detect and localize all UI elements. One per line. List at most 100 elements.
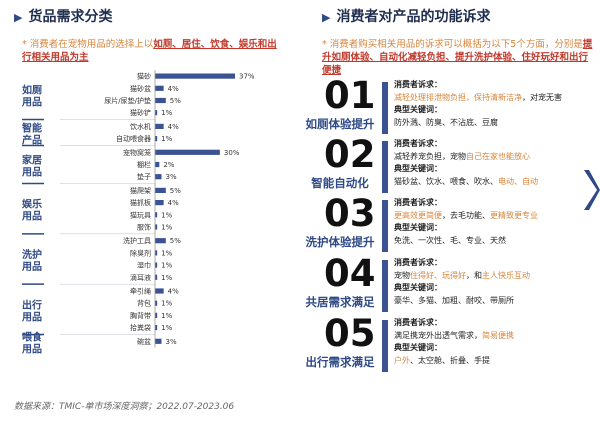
category-label: 碗盆: [137, 337, 151, 346]
category-label: 湿巾: [137, 261, 151, 270]
left-note-highlight: 如厕、居住、饮食、娱乐和出行: [22, 39, 277, 63]
value-label: 37%: [239, 73, 255, 81]
group-label: 用品: [21, 167, 42, 179]
right-note-highlight: 提升如厕体验、自动化减轻负担、提升洗护体验、住好玩好和出行便捷: [322, 39, 593, 76]
group-label: 娱乐: [22, 198, 42, 211]
group-label: 用品: [21, 311, 42, 323]
value-label: 4%: [168, 123, 179, 131]
block-label: 如厕体验提升: [305, 117, 375, 131]
keyword-heading: 典型关键词：: [394, 105, 442, 114]
keywords: 电动、自动: [498, 176, 538, 186]
value-label: 1%: [161, 135, 172, 143]
value-label: 1%: [161, 312, 172, 320]
demand-desc: 减轻处理排泄物负担，保持清新洁净: [394, 92, 522, 102]
bar-胸背带: [155, 312, 158, 318]
keyword-heading: 典型关键词：: [394, 343, 442, 352]
left-note: * 消费者在宠物用品的选择上以如厕、居住、饮食、娱乐和出行相关用品为主: [22, 38, 284, 64]
group-label: 用品: [21, 261, 42, 273]
bar-猫砂铲: [155, 110, 158, 116]
block-label: 智能自动化: [311, 176, 369, 190]
bar-饮水机: [155, 123, 164, 129]
triangle-bullet-icon: ▶: [14, 11, 23, 24]
bar-服饰: [155, 224, 158, 230]
demand-desc: 减轻养宠负担，宠物: [394, 151, 466, 161]
bar-洗护工具: [155, 238, 166, 244]
block-label: 共居需求满足: [305, 295, 375, 309]
bar-自动喂食器: [155, 136, 158, 142]
block-accent-bar: [382, 141, 388, 193]
block-text: 消费者诉求： 减轻养宠负担，宠物自己在家也能放心 典型关键词： 猫砂盆、饮水、喂…: [394, 138, 594, 188]
value-label: 1%: [161, 249, 172, 257]
demand-block-02: 02 智能自动化 消费者诉求： 减轻养宠负担，宠物自己在家也能放心 典型关键词：…: [296, 133, 596, 195]
bar-湿巾: [155, 262, 158, 268]
demand-heading: 消费者诉求：: [394, 198, 442, 207]
demand-desc: ，和: [466, 270, 482, 280]
bar-宠物窝笼: [155, 149, 220, 155]
bar-尿片/尿垫/护垫: [155, 97, 166, 104]
value-label: 1%: [161, 211, 172, 219]
block-label: 出行需求满足: [305, 355, 375, 369]
category-label: 饮水机: [130, 122, 151, 131]
group-label: 用品: [21, 96, 42, 108]
category-label: 猫爬架: [130, 186, 151, 195]
demand-desc: 更高效更简便: [394, 210, 442, 220]
demand-desc: 自己在家也能放心: [466, 151, 530, 161]
demand-desc: 更精致更专业: [490, 210, 538, 220]
keywords: 、太空舱、折叠、手提: [410, 355, 490, 365]
value-label: 1%: [161, 274, 172, 282]
category-label: 猫抓板: [130, 198, 151, 207]
demand-desc: ，对宠无害: [522, 92, 562, 102]
keywords: 豪华、多猫、加粗、耐咬、带厕所: [394, 295, 514, 305]
demand-heading: 消费者诉求：: [394, 318, 442, 327]
chevron-right-icon[interactable]: [580, 168, 600, 212]
group-label: 洗护: [22, 248, 42, 261]
category-label: 猫砂: [137, 72, 151, 81]
left-note-prefix: * 消费者在宠物用品的选择上以: [22, 39, 154, 50]
bar-垫子: [155, 174, 162, 180]
value-label: 1%: [161, 224, 172, 232]
group-label: 如厕: [22, 83, 42, 96]
keywords: 户外: [394, 355, 410, 365]
category-label: 背包: [137, 299, 151, 308]
category-label: 猫玩具: [130, 210, 151, 219]
block-accent-bar: [382, 200, 388, 252]
category-label: 除臭剂: [130, 248, 151, 257]
value-label: 2%: [163, 161, 174, 169]
bar-猫玩具: [155, 212, 158, 218]
demand-block-01: 01 如厕体验提升 消费者诉求： 减轻处理排泄物负担，保持清新洁净，对宠无害 典…: [296, 74, 596, 136]
block-text: 消费者诉求： 满足携宠外出透气需求，简易便携 典型关键词： 户外、太空舱、折叠、…: [394, 317, 594, 367]
keyword-heading: 典型关键词：: [394, 223, 442, 232]
value-label: 1%: [161, 262, 172, 270]
block-number: 04: [324, 252, 376, 295]
category-label: 洗护工具: [123, 236, 151, 245]
category-label: 服饰: [137, 223, 151, 232]
demand-heading: 消费者诉求：: [394, 258, 442, 267]
keywords: 防外溅、防臭、不沾底、豆腐: [394, 117, 498, 127]
bar-拾粪袋: [155, 325, 158, 331]
right-note-prefix: * 消费者购买相关用品的诉求可以概括为以下5个方面，分别是: [322, 39, 583, 50]
category-label: 牵引绳: [130, 287, 151, 296]
value-label: 5%: [170, 237, 181, 245]
group-label: 产品: [22, 134, 42, 147]
block-text: 消费者诉求： 减轻处理排泄物负担，保持清新洁净，对宠无害 典型关键词： 防外溅、…: [394, 79, 594, 129]
keyword-heading: 典型关键词：: [394, 164, 442, 173]
demand-desc: 宠物: [394, 270, 410, 280]
category-label: 自动喂食器: [116, 134, 151, 143]
keywords: 免洗、一次性、毛、专业、天然: [394, 235, 506, 245]
category-label: 棚栏: [137, 160, 151, 169]
triangle-bullet-icon: ▶: [322, 11, 331, 24]
block-accent-bar: [382, 82, 388, 134]
demand-desc: ，去毛功能、: [442, 210, 490, 220]
bar-猫砂盆: [155, 85, 164, 91]
bar-碗盆: [155, 338, 162, 344]
value-label: 3%: [165, 338, 176, 346]
category-label: 猫砂铲: [130, 108, 151, 117]
category-label: 垫子: [137, 172, 151, 181]
right-title-text: 消费者对产品的功能诉求: [336, 9, 491, 25]
value-label: 1%: [161, 324, 172, 332]
group-label: 智能: [22, 122, 42, 135]
bar-除臭剂: [155, 250, 158, 256]
bar-滴耳液: [155, 274, 158, 280]
category-label: 宠物窝笼: [123, 148, 151, 157]
